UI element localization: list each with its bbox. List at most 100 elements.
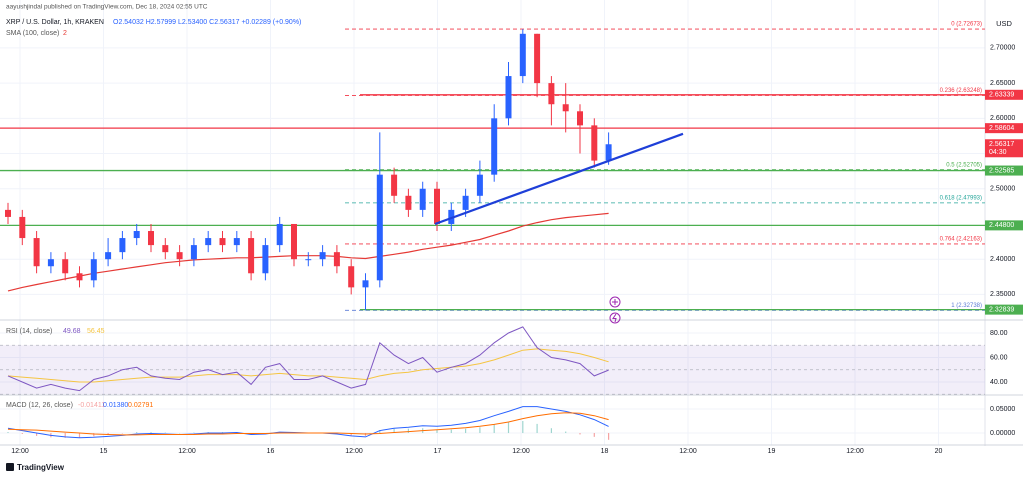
x-tick-label: 12:00 [178,448,196,455]
candle-body [176,252,183,260]
y-tick-label: 60.00 [990,354,1008,361]
candle-body [505,76,512,119]
macd-histogram [64,433,66,438]
fib-label: 0.5 (2.52705) [946,162,982,168]
candle-body [47,259,54,267]
rsi-line [7,326,609,392]
countdown: 04:30 [989,149,1007,156]
y-tick-label: 2.65000 [990,80,1015,87]
macd-histogram [407,428,409,434]
candle-body [262,245,269,274]
rsi-line [7,348,609,383]
candle-body [5,209,11,217]
candle-body [162,245,169,253]
pane-value: 0.02791 [128,402,153,409]
y-tick-label: 80.00 [990,330,1008,337]
y-tick-label: 2.35000 [990,291,1015,298]
x-tick-label: 12:00 [11,448,29,455]
candle-body [305,259,312,261]
price-tag-label: 2.58604 [989,125,1014,132]
x-tick-label: 16 [267,448,275,455]
fib-label: 1 (2.32738) [951,303,982,309]
macd-histogram [522,421,524,434]
x-tick-label: 15 [100,448,108,455]
macd-histogram [121,433,123,434]
published-note: aayushjindal published on TradingView.co… [6,4,208,11]
y-tick-label: 2.40000 [990,256,1015,263]
price-tag [985,220,1023,231]
x-tick-label: 12:00 [846,448,864,455]
candle-body [133,231,140,239]
price-tag-label: 2.44800 [989,222,1014,229]
macd-histogram [136,432,138,434]
pane-value: 49.68 [63,328,81,335]
currency: USD [996,19,1012,28]
fib-label: 0.764 (2.42163) [940,237,982,243]
macd-histogram [36,433,38,436]
event-icon-glyph [612,313,617,323]
candle-body [205,238,212,246]
candle-body [434,188,440,224]
candle-body [591,125,598,161]
macd-histogram [179,433,181,434]
candle-body [90,259,97,281]
sma-label: SMA (100, close) [6,30,59,37]
candle-body [62,259,69,274]
fib-label: 0.618 (2.47993) [940,195,982,201]
macd-histogram [393,428,395,434]
pane-title: RSI (14, close) [6,328,52,335]
candle-body [519,33,526,77]
macd-histogram [350,433,352,436]
logo-mark [6,463,14,471]
plus-icon[interactable] [609,296,621,308]
event-icon[interactable] [609,312,621,324]
candle-body [577,111,583,126]
pane-title: MACD (12, 26, close) [6,402,73,409]
fib-label: 0 (2.72673) [951,22,982,28]
x-tick-label: 20 [935,448,943,455]
pane-value: -0.01411 [78,402,105,409]
candle-body [19,216,26,239]
plus-icon-glyph [612,299,618,305]
candle-body [405,195,412,210]
macd-histogram [465,428,467,434]
candle-body [291,223,297,260]
price-tag-label: 2.63339 [989,92,1014,99]
macd-histogram [93,433,95,437]
macd-histogram [379,430,381,434]
y-tick-label: 0.05000 [990,406,1015,413]
candle-body [476,174,483,196]
candle-body [148,231,154,246]
candle-body [33,238,40,267]
macd-histogram [21,433,23,434]
plot: 12:00 15 12:00 16 12:00 17 12:00 18 12:00 19 12:00… [0,22,1023,455]
macd-histogram [550,428,552,434]
y-tick-label: 0.00000 [990,430,1015,437]
y-tick-label: 2.50000 [990,186,1015,193]
candle-body [190,245,197,260]
candle-body [248,238,255,274]
fib-label: 0.236 (2.63248) [940,88,982,94]
macd-histogram [193,432,195,434]
x-tick-label: 19 [768,448,776,455]
macd-histogram [7,432,9,434]
symbol: XRP / U.S. Dollar, 1h, KRAKEN [6,19,104,26]
candle-body [376,174,383,281]
candle-body [605,144,612,161]
macd-line [7,412,609,436]
y-tick-label: 40.00 [990,379,1008,386]
price-tag [985,139,1023,158]
candle-body [562,104,569,112]
x-tick-label: 17 [434,448,442,455]
macd-histogram [579,433,581,435]
macd-histogram [479,427,481,434]
macd-histogram [450,429,452,434]
candle-body [491,118,498,175]
y-tick-label: 2.60000 [990,115,1015,122]
macd-histogram [608,433,610,440]
trendline [434,132,684,226]
candle-body [76,273,83,281]
price-tag-label: 2.56317 [989,141,1014,148]
candle-body [105,252,112,260]
